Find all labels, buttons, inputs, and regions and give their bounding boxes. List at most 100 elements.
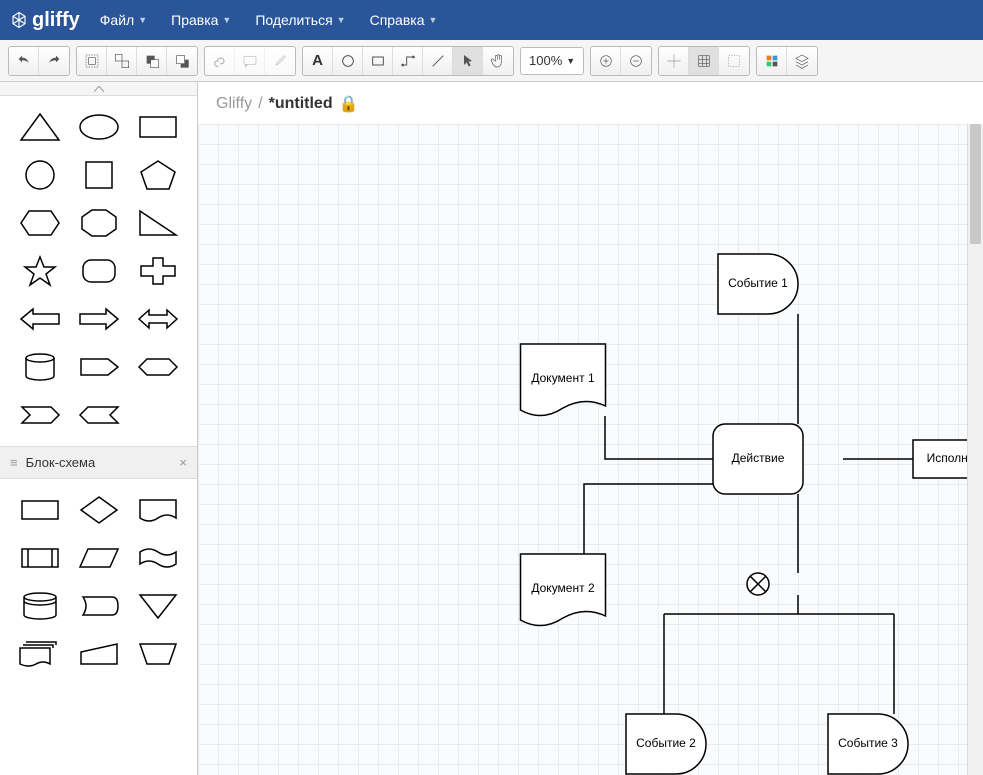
shape-square[interactable] <box>71 154 126 196</box>
logo-icon <box>10 11 28 29</box>
connector-tool[interactable] <box>393 47 423 75</box>
ungroup-button[interactable] <box>107 47 137 75</box>
group-button[interactable] <box>77 47 107 75</box>
shape-manual-input[interactable] <box>71 633 126 675</box>
shape-document[interactable] <box>130 489 185 531</box>
shape-decision[interactable] <box>71 489 126 531</box>
undo-button[interactable] <box>9 47 39 75</box>
node-event3[interactable]: Событие 3 <box>828 714 908 774</box>
close-icon[interactable]: × <box>179 455 187 470</box>
shape-tape[interactable] <box>130 537 185 579</box>
menu-file-label: Файл <box>100 12 134 28</box>
shape-chevron-left[interactable] <box>71 394 126 436</box>
node-event2[interactable]: Событие 2 <box>626 714 706 774</box>
theme-icon <box>764 53 780 69</box>
zoom-in-button[interactable] <box>591 47 621 75</box>
main-area: ≡ Блок-схема × Gliffy / *untitled 🔒 <box>0 82 983 775</box>
node-event1[interactable]: Событие 1 <box>718 254 798 314</box>
line-tool[interactable] <box>423 47 453 75</box>
line-icon <box>430 53 446 69</box>
shape-rectangle[interactable] <box>130 106 185 148</box>
shape-plus[interactable] <box>130 250 185 292</box>
shape-display[interactable] <box>71 585 126 627</box>
ellipse-tool[interactable] <box>333 47 363 75</box>
shape-predefined[interactable] <box>12 537 67 579</box>
breadcrumb-root[interactable]: Gliffy <box>216 95 252 113</box>
shape-banner[interactable] <box>12 394 67 436</box>
pointer-icon <box>460 53 476 69</box>
shape-ellipse[interactable] <box>71 106 126 148</box>
shape-pentagon[interactable] <box>130 154 185 196</box>
shape-star[interactable] <box>12 250 67 292</box>
svg-text:Событие 1: Событие 1 <box>728 276 788 290</box>
shape-data[interactable] <box>71 537 126 579</box>
menu-edit-label: Правка <box>171 12 218 28</box>
ungroup-icon <box>114 53 130 69</box>
shape-hexagon[interactable] <box>12 202 67 244</box>
node-doc2[interactable]: Документ 2 <box>521 554 606 626</box>
shape-merge[interactable] <box>130 585 185 627</box>
node-gateway[interactable] <box>747 573 769 595</box>
shape-octagon[interactable] <box>71 202 126 244</box>
zoom-level[interactable]: 100%▼ <box>520 47 584 75</box>
pan-tool[interactable] <box>483 47 513 75</box>
shape-database[interactable] <box>12 585 67 627</box>
menu-share[interactable]: Поделиться▼ <box>255 12 345 28</box>
diagram-svg: Событие 1Документ 1ДействиеИсполнительДо… <box>198 124 983 775</box>
menu-edit[interactable]: Правка ▼ <box>171 12 231 28</box>
menu-help[interactable]: Справка▼ <box>370 12 438 28</box>
node-doc1[interactable]: Документ 1 <box>521 344 606 416</box>
undo-icon <box>16 53 32 69</box>
scroll-up-hint[interactable] <box>0 82 197 96</box>
layers-button[interactable] <box>787 47 817 75</box>
shape-manual-op[interactable] <box>130 633 185 675</box>
drawing-canvas[interactable]: Событие 1Документ 1ДействиеИсполнительДо… <box>198 124 983 775</box>
main-menu: Файл▼ Правка ▼ Поделиться▼ Справка▼ <box>100 12 438 28</box>
app-logo[interactable]: gliffy <box>10 9 80 32</box>
shape-arrow-both[interactable] <box>130 298 185 340</box>
menu-share-label: Поделиться <box>255 12 332 28</box>
grid-button[interactable] <box>689 47 719 75</box>
text-icon: A <box>312 52 323 69</box>
vertical-scrollbar[interactable] <box>967 124 983 775</box>
menu-file[interactable]: Файл▼ <box>100 12 147 28</box>
node-action[interactable]: Действие <box>713 424 803 494</box>
app-name: gliffy <box>32 9 80 32</box>
caret-icon: ▼ <box>222 15 231 25</box>
zoom-out-button[interactable] <box>621 47 651 75</box>
shape-triangle[interactable] <box>12 106 67 148</box>
shape-rounded-rect[interactable] <box>71 250 126 292</box>
send-back-button[interactable] <box>167 47 197 75</box>
theme-button[interactable] <box>757 47 787 75</box>
pointer-tool[interactable] <box>453 47 483 75</box>
link-button <box>205 47 235 75</box>
svg-text:Событие 2: Событие 2 <box>636 736 696 750</box>
top-menubar: gliffy Файл▼ Правка ▼ Поделиться▼ Справка… <box>0 0 983 40</box>
redo-button[interactable] <box>39 47 69 75</box>
shape-multidoc[interactable] <box>12 633 67 675</box>
bring-front-button[interactable] <box>137 47 167 75</box>
shape-arrow-left[interactable] <box>12 298 67 340</box>
connector-icon <box>400 53 416 69</box>
zoom-value: 100% <box>529 53 562 68</box>
scrollbar-thumb[interactable] <box>970 124 981 244</box>
breadcrumb-doc[interactable]: *untitled <box>269 95 333 113</box>
breadcrumb: Gliffy / *untitled 🔒 <box>198 82 983 126</box>
rect-tool[interactable] <box>363 47 393 75</box>
section-flowchart-header[interactable]: ≡ Блок-схема × <box>0 446 197 479</box>
shape-hex-flat[interactable] <box>130 346 185 388</box>
chevron-up-icon <box>94 86 104 92</box>
shape-arrow-right[interactable] <box>71 298 126 340</box>
shape-right-triangle[interactable] <box>130 202 185 244</box>
group-icon <box>84 53 100 69</box>
shape-process[interactable] <box>12 489 67 531</box>
guides-button[interactable] <box>719 47 749 75</box>
shape-circle[interactable] <box>12 154 67 196</box>
shape-tag-right[interactable] <box>71 346 126 388</box>
drag-handle-icon: ≡ <box>10 455 18 470</box>
shape-cylinder[interactable] <box>12 346 67 388</box>
link-icon <box>212 53 228 69</box>
snap-button[interactable] <box>659 47 689 75</box>
text-tool[interactable]: A <box>303 47 333 75</box>
comment-button <box>235 47 265 75</box>
